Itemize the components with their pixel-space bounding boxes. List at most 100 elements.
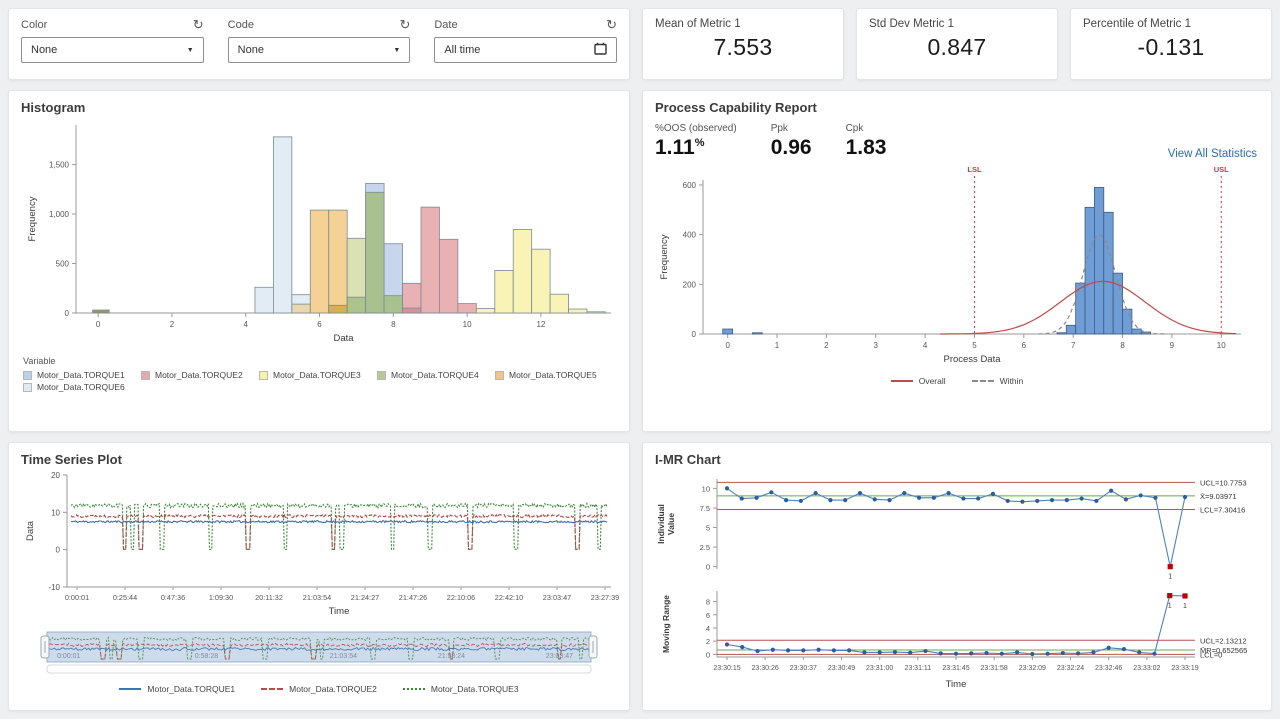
legend-line	[261, 688, 284, 690]
chevron-down-icon: ▼	[186, 46, 194, 54]
svg-text:7.5: 7.5	[700, 504, 710, 513]
svg-text:23:30:49: 23:30:49	[828, 665, 855, 672]
svg-text:22:10:06: 22:10:06	[447, 593, 475, 602]
capability-legend: Overall Within	[655, 376, 1259, 386]
svg-text:23:31:58: 23:31:58	[981, 665, 1008, 672]
svg-text:0: 0	[96, 320, 101, 329]
svg-text:-10: -10	[48, 583, 60, 592]
svg-text:23:31:00: 23:31:00	[866, 665, 893, 672]
svg-text:UCL=2.13212: UCL=2.13212	[1200, 636, 1247, 645]
legend-item: Motor_Data.TORQUE2	[261, 684, 377, 694]
filter-code-label: Code	[227, 18, 254, 31]
svg-text:23:03:47: 23:03:47	[546, 653, 573, 660]
svg-text:1: 1	[1168, 603, 1172, 610]
svg-text:2: 2	[706, 637, 710, 646]
color-dropdown-value: None	[31, 44, 58, 56]
legend-item: Motor_Data.TORQUE6	[23, 382, 141, 392]
histogram-legend: Motor_Data.TORQUE1 Motor_Data.TORQUE2 Mo…	[23, 369, 617, 393]
timeseries-panel: Time Series Plot -10 0 10 20 0:00:01 0:25:44 0…	[8, 442, 630, 711]
svg-text:USL: USL	[1214, 165, 1229, 174]
refresh-icon[interactable]: ↻	[399, 17, 411, 32]
imr-chart: 0 2.5 5 7.5 10 UCL=10.7753 X̄=9.03971 LCL=7.304…	[655, 467, 1259, 708]
svg-text:8: 8	[1120, 341, 1125, 350]
calendar-icon	[594, 42, 607, 58]
svg-text:0:25:44: 0:25:44	[113, 593, 137, 602]
legend-item: Motor_Data.TORQUE4	[377, 370, 495, 380]
filter-date: Date ↻ All time	[434, 17, 618, 63]
svg-text:21:03:54: 21:03:54	[330, 653, 357, 660]
metric-label: Std Dev Metric 1	[869, 18, 954, 30]
legend-title: Variable	[23, 356, 56, 366]
svg-text:6: 6	[706, 611, 710, 620]
svg-text:23:33:19: 23:33:19	[1171, 665, 1198, 672]
svg-text:400: 400	[683, 231, 697, 240]
legend-swatch	[23, 382, 32, 392]
svg-text:10: 10	[702, 484, 710, 493]
legend-item: Motor_Data.TORQUE3	[402, 684, 519, 694]
stat-ppk: Ppk 0.96	[770, 123, 812, 159]
metric-label: Mean of Metric 1	[655, 18, 741, 30]
svg-text:23:30:37: 23:30:37	[790, 665, 817, 672]
legend-swatch	[377, 370, 386, 380]
view-all-statistics-link[interactable]: View All Statistics	[1167, 148, 1257, 160]
legend-line	[402, 688, 425, 690]
chevron-down-icon: ▼	[393, 46, 401, 54]
svg-text:0: 0	[56, 546, 61, 555]
timeseries-legend: Motor_Data.TORQUE1 Motor_Data.TORQUE2 Mo…	[21, 684, 617, 694]
svg-text:0: 0	[65, 309, 70, 318]
svg-text:21:58:24: 21:58:24	[438, 653, 465, 660]
metric-value: -0.131	[1137, 34, 1205, 60]
svg-text:23:31:11: 23:31:11	[904, 665, 931, 672]
svg-text:23:32:09: 23:32:09	[1019, 665, 1046, 672]
metric-mean: Mean of Metric 1 7.553	[642, 8, 844, 80]
svg-text:23:30:15: 23:30:15	[713, 665, 740, 672]
svg-text:IndividualValue: IndividualValue	[656, 504, 676, 544]
svg-text:0:58:28: 0:58:28	[195, 653, 218, 660]
legend-item: Motor_Data.TORQUE1	[119, 684, 235, 694]
legend-line	[890, 380, 913, 382]
svg-text:10: 10	[463, 320, 472, 329]
filter-code: Code ↻ None ▼	[227, 17, 411, 63]
svg-text:23:33:02: 23:33:02	[1133, 665, 1160, 672]
panel-title: Process Capability Report	[655, 100, 817, 115]
svg-text:6: 6	[317, 320, 322, 329]
color-dropdown[interactable]: None ▼	[21, 37, 204, 63]
svg-text:20:11:32: 20:11:32	[255, 593, 283, 602]
timeseries-navigator[interactable]: 0:00:01 0:58:28 21:03:54 21:58:24 23:03:47	[39, 630, 599, 681]
svg-text:1:09:30: 1:09:30	[209, 593, 233, 602]
svg-text:1: 1	[1183, 603, 1187, 610]
legend-swatch	[495, 370, 504, 380]
refresh-icon[interactable]: ↻	[192, 17, 204, 32]
svg-text:4: 4	[243, 320, 248, 329]
stat-cpk: Cpk 1.83	[845, 123, 887, 159]
nav-handle-right[interactable]	[588, 635, 598, 659]
svg-text:0: 0	[725, 341, 730, 350]
svg-text:Data: Data	[25, 520, 36, 541]
filter-date-label: Date	[434, 18, 458, 31]
capability-panel: Process Capability Report %OOS (observed…	[642, 90, 1272, 432]
svg-text:23:30:26: 23:30:26	[752, 665, 779, 672]
nav-handle-left[interactable]	[40, 635, 50, 659]
svg-text:0:00:01: 0:00:01	[65, 593, 89, 602]
metric-label: Percentile of Metric 1	[1083, 18, 1192, 30]
svg-text:600: 600	[683, 181, 697, 190]
histogram-panel: Histogram 0 500 1,000 1,500 0 2 4 6 8 10 12 Data Fre…	[8, 90, 630, 432]
metric-percentile: Percentile of Metric 1 -0.131	[1070, 8, 1272, 80]
date-picker[interactable]: All time	[434, 37, 618, 63]
date-picker-value: All time	[444, 44, 481, 56]
svg-text:4: 4	[923, 341, 928, 350]
metric-stddev: Std Dev Metric 1 0.847	[856, 8, 1058, 80]
svg-text:2: 2	[824, 341, 829, 350]
svg-text:7: 7	[1071, 341, 1076, 350]
code-dropdown[interactable]: None ▼	[227, 37, 411, 63]
legend-line	[971, 380, 994, 382]
svg-text:8: 8	[706, 598, 710, 607]
refresh-icon[interactable]: ↻	[606, 17, 618, 32]
svg-text:LCL=0: LCL=0	[1200, 650, 1222, 659]
svg-text:12: 12	[536, 320, 545, 329]
capability-stats: %OOS (observed) 1.11% Ppk 0.96 Cpk 1.83 …	[655, 123, 1259, 160]
code-dropdown-value: None	[237, 44, 264, 56]
svg-text:23:32:46: 23:32:46	[1095, 665, 1122, 672]
stat-oos: %OOS (observed) 1.11%	[655, 123, 737, 159]
